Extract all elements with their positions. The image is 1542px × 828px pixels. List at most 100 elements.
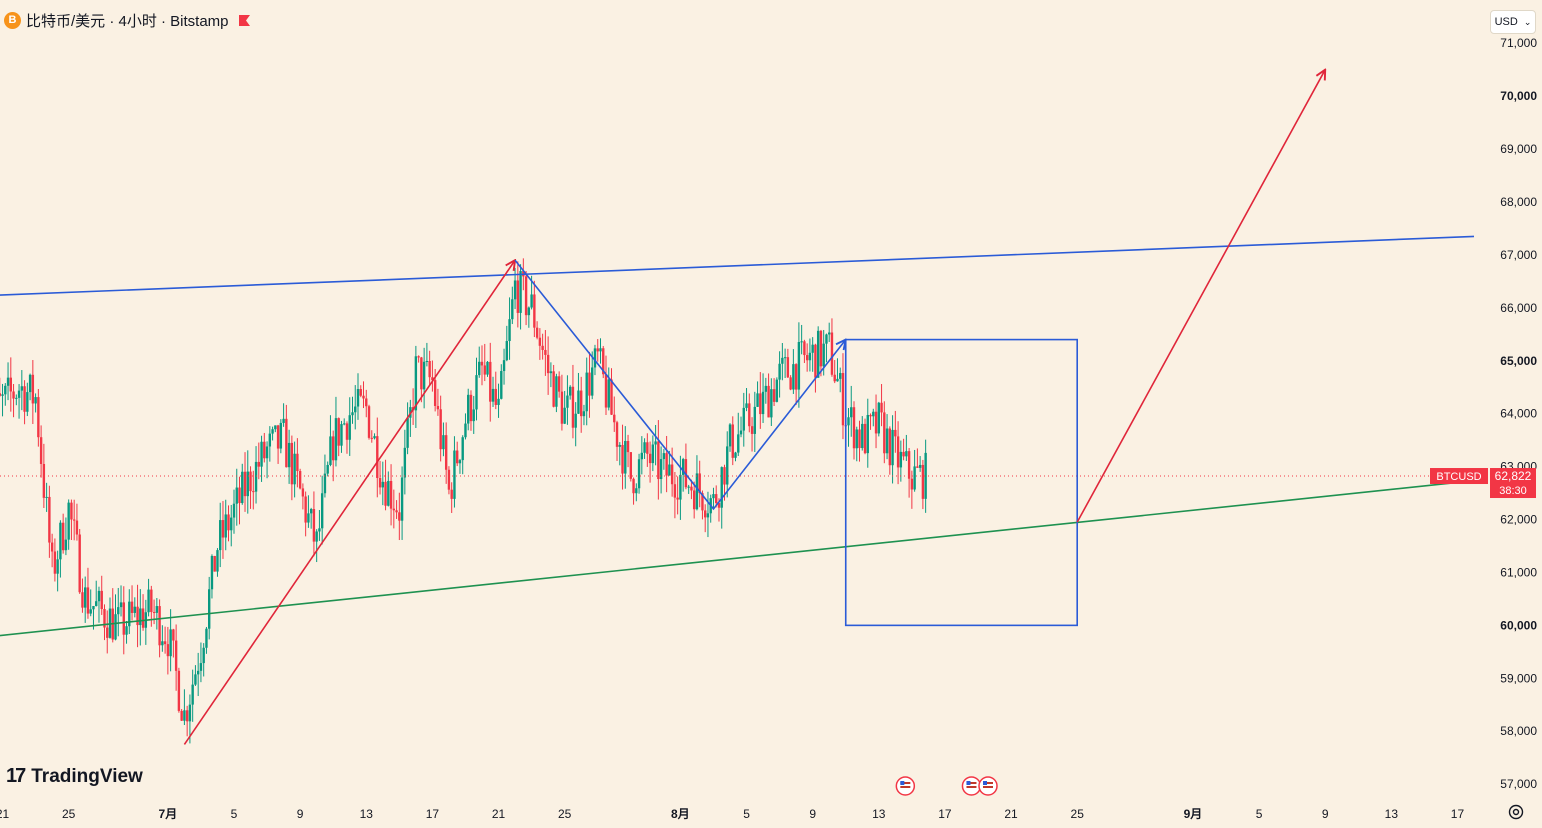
candle-body <box>885 428 889 454</box>
candle-body <box>687 486 690 488</box>
candle-body <box>414 356 418 411</box>
candle-body <box>230 517 233 531</box>
symbol-tag <box>1430 468 1488 485</box>
candle-body <box>128 601 131 627</box>
blue-projection <box>514 259 846 511</box>
x-tick-label: 13 <box>872 807 886 821</box>
candle-body <box>877 402 880 434</box>
candle-body <box>183 710 186 721</box>
candle-body <box>500 371 503 399</box>
candle-body <box>681 459 685 475</box>
candle-body <box>869 414 872 417</box>
candle-body <box>293 453 296 485</box>
candle-body <box>924 452 927 499</box>
candle-body <box>78 534 81 593</box>
candle-body <box>861 423 864 449</box>
candle-body <box>668 464 671 476</box>
y-tick-label: 68,000 <box>1500 195 1537 209</box>
candle-body <box>899 451 903 468</box>
candle-body <box>155 606 159 613</box>
candle-body <box>395 510 398 513</box>
candle-body <box>811 344 814 353</box>
candle-body <box>378 477 382 488</box>
candle-body <box>913 466 916 490</box>
candle-body <box>95 601 98 607</box>
candle-body <box>376 436 379 478</box>
gear-icon[interactable] <box>1507 803 1525 821</box>
candle-body <box>839 373 842 379</box>
bitcoin-icon: B <box>4 11 21 29</box>
candle-body <box>39 437 43 464</box>
flag-stripe <box>900 782 911 784</box>
candle-body <box>742 407 745 431</box>
candle-body <box>290 442 294 485</box>
candle-body <box>282 418 285 423</box>
candle-body <box>461 437 464 461</box>
candle-body <box>489 361 492 402</box>
blue-trendline <box>0 235 1475 296</box>
candle-body <box>389 480 393 509</box>
candle-body <box>340 424 343 446</box>
candle-body <box>615 422 619 447</box>
candle-body <box>789 377 792 390</box>
candle-body <box>442 435 445 450</box>
flag-stripe <box>983 786 993 788</box>
y-tick-label: 60,000 <box>1500 618 1537 632</box>
candle-body <box>772 389 776 402</box>
symbol-tag-text: BTCUSD <box>1436 471 1481 483</box>
target-box <box>844 338 1078 627</box>
candle-body <box>312 509 316 542</box>
candle-body <box>841 373 845 426</box>
candle-body <box>64 539 68 551</box>
y-tick-label: 59,000 <box>1500 671 1537 685</box>
candle-body <box>497 398 500 405</box>
candle-body <box>37 397 40 438</box>
candle-body <box>828 332 831 335</box>
us-flag-event-icon <box>895 776 916 796</box>
candle-body <box>243 471 247 497</box>
candle-body <box>453 450 456 499</box>
candle-body <box>398 512 401 521</box>
candle-body <box>472 409 475 422</box>
candle-body <box>196 670 200 675</box>
candle-body <box>348 415 351 440</box>
candle-body <box>896 436 900 468</box>
candle-body <box>770 389 773 418</box>
candle-body <box>706 513 710 518</box>
candle-body <box>894 429 897 437</box>
candle-body <box>431 377 434 381</box>
candle-body <box>169 629 172 657</box>
candle-body <box>75 520 79 535</box>
candle-body <box>249 471 252 492</box>
tradingview-logo[interactable]: 17 TradingView <box>6 765 143 788</box>
x-tick-label: 17 <box>1451 807 1465 821</box>
symbol-title[interactable]: 比特币/美元 · 4小时 · Bitstamp <box>26 12 229 30</box>
currency-selector[interactable]: USD ⌄ <box>1490 10 1536 34</box>
candle-body <box>574 413 577 428</box>
candle-body <box>665 453 668 476</box>
candle-body <box>626 440 630 453</box>
candle-body <box>505 341 508 361</box>
candle-body <box>582 411 586 417</box>
candle-body <box>527 307 531 316</box>
logo-text: TradingView <box>31 765 143 787</box>
y-tick-label: 57,000 <box>1500 777 1537 791</box>
x-tick-label: 17 <box>426 807 440 821</box>
candle-body <box>800 341 803 343</box>
candle-body <box>202 647 205 664</box>
candle-body <box>114 614 117 640</box>
candle-body <box>246 471 249 497</box>
candle-body <box>866 414 869 454</box>
candle-body <box>241 471 244 504</box>
candle-body <box>918 464 922 468</box>
candle-body <box>136 606 139 626</box>
x-tick-label: 5 <box>743 807 750 821</box>
candle-body <box>734 452 737 458</box>
flag-canton <box>983 781 987 785</box>
red-flag-icon[interactable] <box>238 14 250 26</box>
candle-body <box>9 377 12 392</box>
candle-body <box>491 388 495 402</box>
candle-body <box>651 444 655 464</box>
candle-body <box>309 509 313 514</box>
